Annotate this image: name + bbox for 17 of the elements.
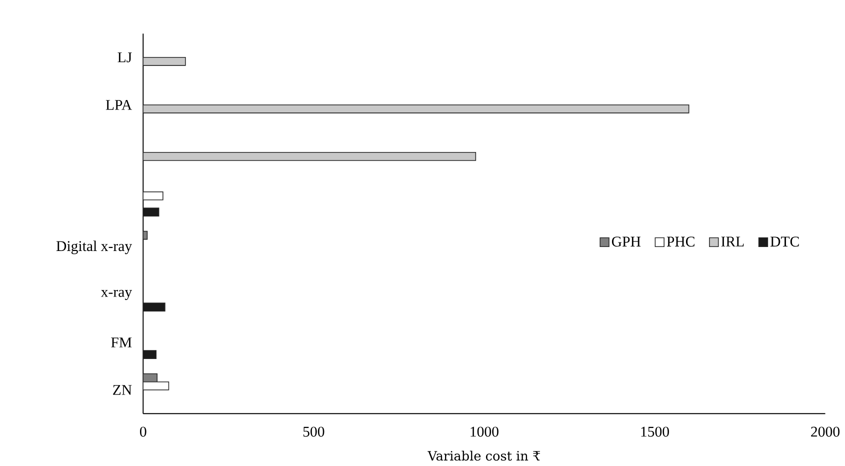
x-tick-label: 0 [140, 426, 146, 437]
y-tick-label: FM [111, 338, 132, 348]
bar [143, 192, 164, 200]
x-tick-label: 500 [303, 426, 324, 437]
legend-label: IRL [721, 236, 744, 247]
y-tick-label: x-ray [100, 290, 132, 300]
y-tick-label: LJ [118, 52, 132, 62]
legend-label: GPH [612, 236, 641, 247]
y-tick-label: ZN [113, 385, 132, 395]
x-axis-title: Variable cost in ₹ [428, 450, 540, 461]
legend-label: PHC [666, 236, 694, 247]
y-tick-label: Digital x-ray [56, 240, 132, 254]
x-tick-label: 1500 [641, 426, 669, 437]
legend-label: DTC [770, 236, 799, 247]
x-tick-label: 2000 [811, 426, 840, 437]
y-tick-label: LPA [106, 100, 132, 110]
x-tick-label: 1000 [470, 426, 498, 437]
